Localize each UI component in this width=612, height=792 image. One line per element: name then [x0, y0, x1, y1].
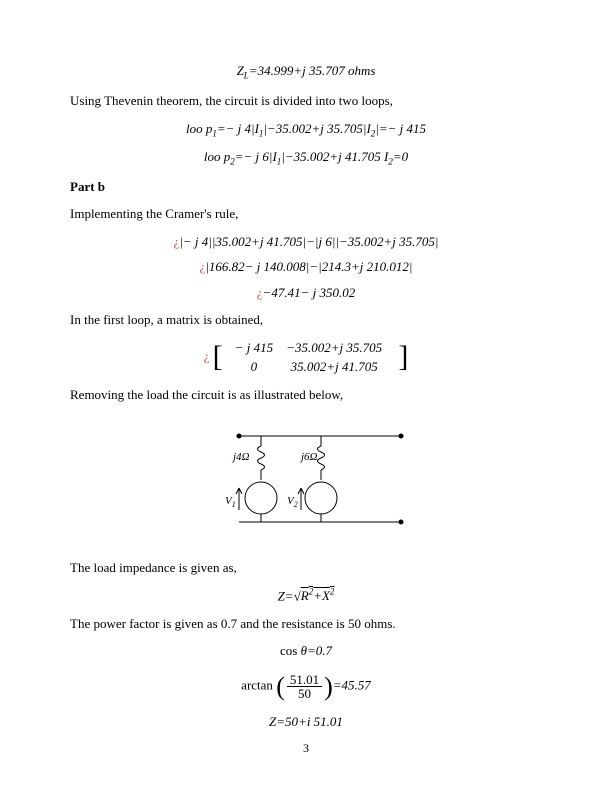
- eq-cos: cos θ=0.7: [70, 641, 542, 661]
- para-cramer: Implementing the Cramer's rule,: [70, 204, 542, 224]
- para-thevenin: Using Thevenin theorem, the circuit is d…: [70, 91, 542, 111]
- eq-zl: ZL=34.999+j 35.707 ohms: [70, 61, 542, 83]
- eq-c3: ¿−47.41− j 350.02: [70, 283, 542, 303]
- inverted-question-icon: ¿: [174, 234, 180, 249]
- circuit-diagram: j4Ω j6Ω V1 V2: [201, 418, 411, 538]
- para-loadimp: The load impedance is given as,: [70, 558, 542, 578]
- label-j6: j6Ω: [299, 451, 318, 463]
- label-j4: j4Ω: [231, 451, 250, 463]
- page-number: 3: [70, 739, 542, 757]
- para-pf: The power factor is given as 0.7 and the…: [70, 614, 542, 634]
- para-removeload: Removing the load the circuit is as illu…: [70, 385, 542, 405]
- label-v2: V2: [287, 495, 298, 509]
- inverted-question-icon: ¿: [257, 285, 263, 300]
- inverted-question-icon: ¿: [200, 259, 206, 274]
- eq-c2: ¿|166.82− j 140.008|−|214.3+j 210.012|: [70, 257, 542, 277]
- eq-zval: Z=50+i 51.01: [70, 712, 542, 732]
- eq-arctan: arctan ( 51.01 50 )=45.57: [70, 667, 542, 706]
- eq-loop1: loo p1=− j 4|I1|−35.002+j 35.705|I2|=− j…: [70, 119, 542, 141]
- part-b-heading: Part b: [70, 177, 542, 197]
- inverted-question-icon: ¿: [204, 348, 210, 363]
- eq-loop2: loo p2=− j 6|I1|−35.002+j 41.705 I2=0: [70, 147, 542, 169]
- eq-c1: ¿|− j 4||35.002+j 41.705|−|j 6||−35.002+…: [70, 232, 542, 252]
- eq-z: Z=√R2+X2: [70, 586, 542, 606]
- label-v1: V1: [225, 495, 236, 509]
- para-firstloop: In the first loop, a matrix is obtained,: [70, 310, 542, 330]
- eq-matrix: ¿ [ − j 415 −35.002+j 35.705 0 35.002+j …: [70, 338, 542, 377]
